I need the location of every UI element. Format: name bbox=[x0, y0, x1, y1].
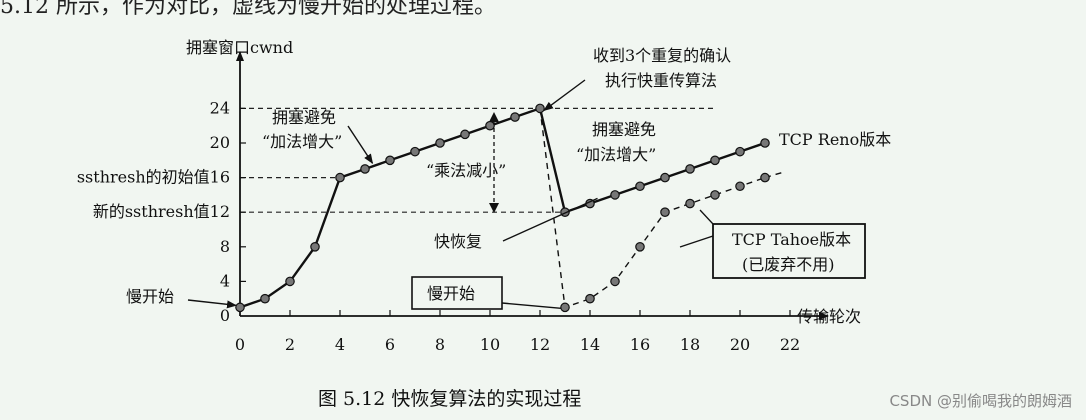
annotation-recv-line1: 收到3个重复的确认 bbox=[593, 46, 731, 65]
figure-caption: 图 5.12 快恢复算法的实现过程 bbox=[318, 388, 582, 410]
y-tick-label: 4 bbox=[220, 271, 230, 290]
data-point-reno bbox=[235, 302, 245, 313]
data-point-reno bbox=[685, 164, 695, 174]
data-point-reno bbox=[510, 112, 520, 122]
x-axis-title: 传输轮次 bbox=[797, 307, 861, 326]
data-point-reno bbox=[360, 164, 370, 174]
x-tick-label: 10 bbox=[480, 335, 500, 354]
y-tick-label: 20 bbox=[210, 133, 230, 152]
data-point-reno bbox=[285, 276, 295, 287]
x-tick-label: 14 bbox=[580, 335, 600, 354]
y-tick-label: 新的ssthresh值12 bbox=[93, 202, 230, 221]
data-point-tahoe bbox=[560, 302, 570, 313]
x-tick-label: 0 bbox=[235, 335, 245, 354]
data-point-reno bbox=[710, 155, 720, 166]
data-point-reno bbox=[385, 155, 395, 166]
annotation-tahoe-line1: TCP Tahoe版本 bbox=[732, 230, 851, 249]
x-tick-label: 8 bbox=[435, 335, 445, 354]
annotation-cong-avoid-2-line2: “加法增大” bbox=[576, 145, 656, 164]
data-point-reno bbox=[460, 129, 470, 140]
data-point-reno bbox=[335, 172, 345, 183]
tahoe-leader-2 bbox=[699, 209, 714, 225]
annotation-cong-avoid-1-line1: 拥塞避免 bbox=[272, 108, 336, 127]
series-line-tahoe bbox=[539, 108, 766, 309]
x-tick-label: 16 bbox=[630, 335, 650, 354]
data-point-reno bbox=[660, 172, 670, 183]
data-point-tahoe bbox=[760, 172, 770, 183]
data-point-tahoe bbox=[660, 207, 670, 217]
x-tick-label: 22 bbox=[780, 335, 800, 354]
data-point-tahoe bbox=[585, 293, 595, 304]
annotation-slow-start-box: 慢开始 bbox=[427, 284, 475, 303]
data-point-tahoe bbox=[710, 190, 720, 200]
recv-dup-ack-arrow bbox=[543, 79, 586, 111]
top-caption-text: 5.12 所示，作为对比，虚线为慢开始的处理过程。 bbox=[0, 0, 496, 19]
tahoe-leader-1 bbox=[679, 235, 714, 248]
fast-recovery-chart: 0 2 4 6 8 10 12 14 16 18 20 22048新的ssthresh值12ssthr… bbox=[77, 38, 891, 354]
watermark: CSDN @别偷喝我的朗姆酒 bbox=[889, 392, 1072, 410]
x-tick-label: 6 bbox=[385, 335, 395, 354]
data-point-reno bbox=[760, 138, 770, 148]
data-point-tahoe bbox=[735, 181, 745, 192]
tahoe-box bbox=[712, 223, 866, 279]
data-point-reno bbox=[485, 120, 495, 131]
slow-start-box-leader bbox=[501, 302, 562, 310]
data-point-reno bbox=[410, 146, 420, 157]
y-axis-title: 拥塞窗口cwnd bbox=[186, 38, 293, 57]
y-tick-label: 24 bbox=[210, 98, 230, 117]
x-tick-label: 2 bbox=[285, 335, 295, 354]
cong-avoid-1-arrow bbox=[347, 125, 374, 165]
data-point-reno bbox=[610, 190, 620, 200]
annotation-recv-line2: 执行快重传算法 bbox=[605, 71, 717, 90]
slow-start-left-arrow bbox=[187, 299, 237, 309]
slow-start-box bbox=[411, 276, 503, 310]
x-tick-label: 12 bbox=[530, 335, 550, 354]
data-point-reno bbox=[260, 293, 270, 304]
x-tick-label: 20 bbox=[730, 335, 750, 354]
annotation-fast-recovery: 快恢复 bbox=[434, 232, 482, 251]
annotation-mult-decrease: “乘法减小” bbox=[426, 161, 506, 180]
data-point-reno bbox=[435, 138, 445, 148]
mult-decrease-arrow-down bbox=[489, 203, 499, 213]
annotation-cong-avoid-2-line1: 拥塞避免 bbox=[592, 120, 656, 139]
series-line-reno bbox=[239, 106, 766, 309]
data-point-reno bbox=[635, 181, 645, 192]
annotation-reno-label: TCP Reno版本 bbox=[779, 130, 891, 149]
data-point-reno bbox=[310, 242, 320, 252]
y-tick-label: 8 bbox=[220, 237, 230, 256]
y-tick-label: 0 bbox=[220, 306, 230, 325]
annotation-slow-start-left: 慢开始 bbox=[126, 287, 174, 306]
data-point-reno bbox=[735, 146, 745, 157]
x-tick-label: 4 bbox=[335, 335, 345, 354]
x-tick-label: 18 bbox=[680, 335, 700, 354]
data-point-tahoe bbox=[635, 242, 645, 252]
data-point-reno bbox=[535, 103, 545, 114]
data-point-tahoe bbox=[610, 276, 620, 287]
fast-recovery-leader bbox=[502, 197, 598, 242]
mult-decrease-arrow-up bbox=[489, 112, 499, 122]
y-tick-label: ssthresh的初始值16 bbox=[77, 168, 230, 187]
annotation-tahoe-line2: (已废弃不用) bbox=[742, 255, 835, 274]
data-point-tahoe bbox=[685, 198, 695, 209]
annotation-cong-avoid-1-line2: “加法增大” bbox=[262, 132, 342, 151]
